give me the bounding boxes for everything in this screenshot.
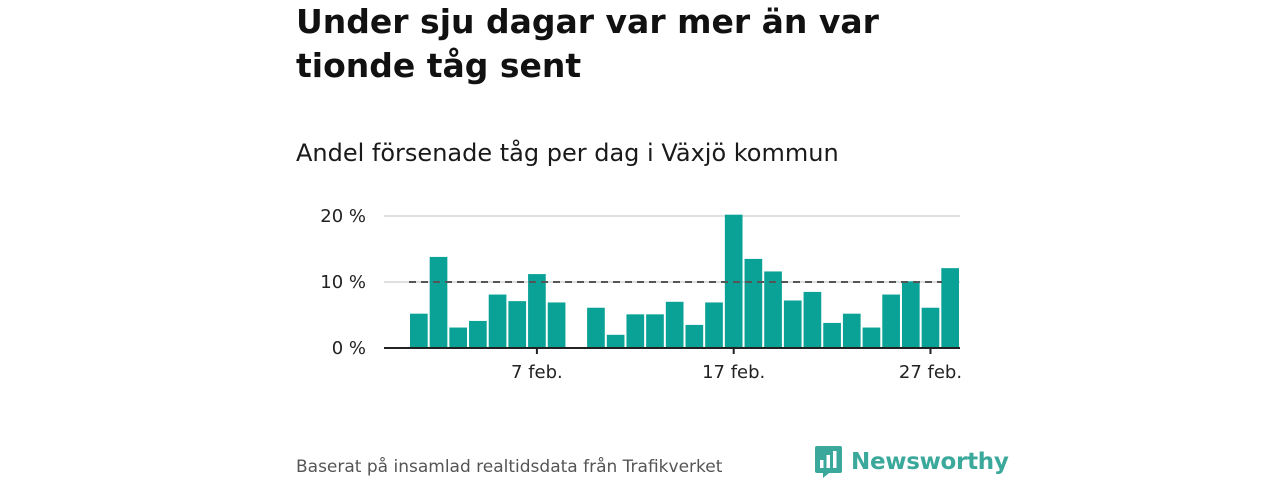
bar [921,307,940,348]
x-tick-label: 7 feb. [511,362,563,383]
bar [547,302,566,348]
source-note: Baserat på insamlad realtidsdata från Tr… [296,457,723,477]
bar [882,294,900,348]
bar [626,314,645,348]
bar [803,291,822,348]
bars [410,214,959,348]
bar [783,300,802,348]
newsworthy-logo-icon [815,446,842,478]
bar [429,256,448,348]
bar [488,294,507,348]
chart-title: Under sju dagar var mer än var tionde tå… [296,2,879,85]
bar [842,313,861,348]
y-tick-label: 0 % [332,338,366,359]
bar [410,313,428,348]
bar [606,334,625,348]
bar [823,322,841,348]
bar [705,302,723,348]
y-tick-label: 20 % [320,206,366,227]
x-tick-label: 17 feb. [702,362,765,383]
bar [587,307,605,348]
bar [901,281,920,348]
chart-subtitle: Andel försenade tåg per dag i Växjö komm… [296,139,839,167]
bar [646,314,664,348]
axes: 0 % 10 % 20 % 7 feb. 17 feb. 27 feb. [320,206,962,383]
y-tick-label: 10 % [320,272,366,293]
bar [469,320,487,348]
bar [685,324,704,348]
bar [665,301,684,348]
brand-logo: Newsworthy [815,446,1009,478]
bar [508,301,527,348]
bar-chart: 0 % 10 % 20 % 7 feb. 17 feb. 27 feb. [320,206,962,383]
bar [449,327,468,348]
bar [862,327,881,348]
gridlines [384,215,960,283]
chart-card: Under sju dagar var mer än var tionde tå… [296,0,1009,480]
bar [764,271,782,348]
bar [744,258,763,348]
bar [941,268,959,348]
x-tick-label: 27 feb. [899,362,962,383]
bar [528,274,546,348]
brand-name: Newsworthy [851,449,1009,475]
